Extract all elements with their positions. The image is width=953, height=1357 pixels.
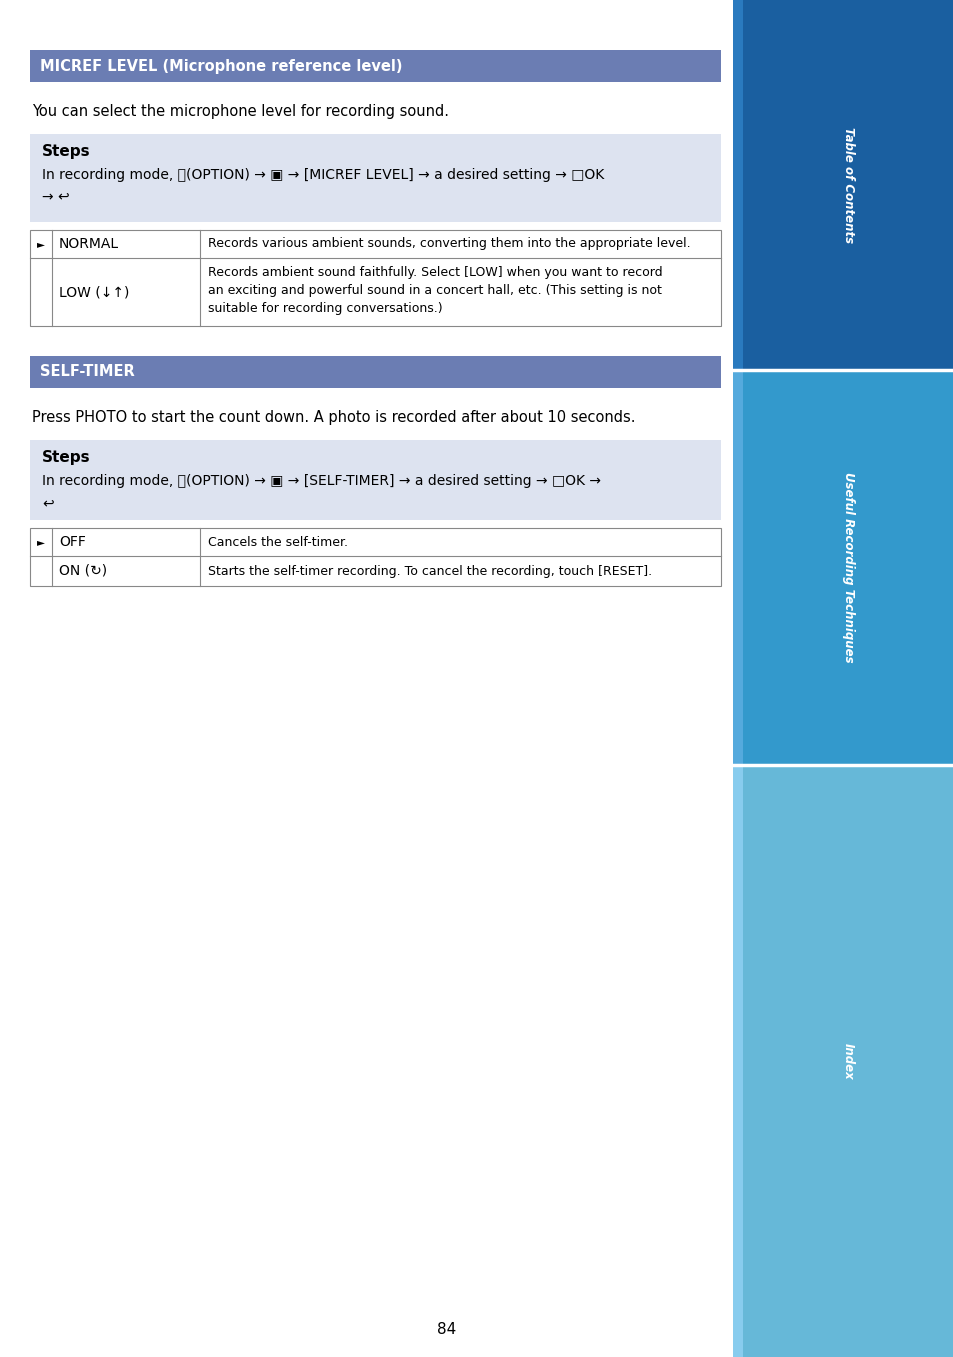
Text: Cancels the self-timer.: Cancels the self-timer. bbox=[208, 536, 348, 548]
Text: Records various ambient sounds, converting them into the appropriate level.: Records various ambient sounds, converti… bbox=[208, 237, 690, 251]
Text: ►: ► bbox=[37, 239, 45, 248]
Text: You can select the microphone level for recording sound.: You can select the microphone level for … bbox=[32, 104, 449, 119]
Text: SELF-TIMER: SELF-TIMER bbox=[40, 365, 134, 380]
Bar bbox=[732, 765, 953, 1357]
Text: Index: Index bbox=[841, 1042, 854, 1079]
Text: MICREF LEVEL (Microphone reference level): MICREF LEVEL (Microphone reference level… bbox=[40, 58, 402, 73]
Text: Press PHOTO to start the count down. A photo is recorded after about 10 seconds.: Press PHOTO to start the count down. A p… bbox=[32, 410, 635, 425]
Text: LOW (↓↑): LOW (↓↑) bbox=[59, 285, 130, 299]
Bar bbox=[732, 370, 742, 765]
Text: Useful Recording Techniques: Useful Recording Techniques bbox=[841, 472, 854, 662]
Text: NORMAL: NORMAL bbox=[59, 237, 119, 251]
Text: OFF: OFF bbox=[59, 535, 86, 550]
Text: 84: 84 bbox=[436, 1322, 456, 1337]
Bar bbox=[30, 440, 720, 520]
Text: Steps: Steps bbox=[42, 451, 91, 465]
Text: Records ambient sound faithfully. Select [LOW] when you want to record
an exciti: Records ambient sound faithfully. Select… bbox=[208, 266, 662, 315]
Text: ↩: ↩ bbox=[42, 497, 53, 510]
Bar bbox=[732, 0, 953, 370]
Text: ON (↻): ON (↻) bbox=[59, 565, 107, 578]
Bar bbox=[732, 370, 953, 765]
Text: In recording mode, ⭐(OPTION) → ▣ → [MICREF LEVEL] → a desired setting → □OK: In recording mode, ⭐(OPTION) → ▣ → [MICR… bbox=[42, 168, 603, 182]
Text: ►: ► bbox=[37, 537, 45, 547]
Bar bbox=[30, 134, 720, 223]
Bar bbox=[30, 528, 720, 586]
Bar bbox=[732, 0, 742, 370]
Bar bbox=[30, 50, 720, 81]
Text: Table of Contents: Table of Contents bbox=[841, 128, 854, 243]
Bar bbox=[30, 356, 720, 388]
Bar bbox=[30, 229, 720, 326]
Text: Starts the self-timer recording. To cancel the recording, touch [RESET].: Starts the self-timer recording. To canc… bbox=[208, 565, 652, 578]
Bar bbox=[732, 765, 742, 1357]
Text: Steps: Steps bbox=[42, 144, 91, 159]
Text: → ↩: → ↩ bbox=[42, 190, 70, 204]
Text: In recording mode, ⭐(OPTION) → ▣ → [SELF-TIMER] → a desired setting → □OK →: In recording mode, ⭐(OPTION) → ▣ → [SELF… bbox=[42, 474, 600, 489]
